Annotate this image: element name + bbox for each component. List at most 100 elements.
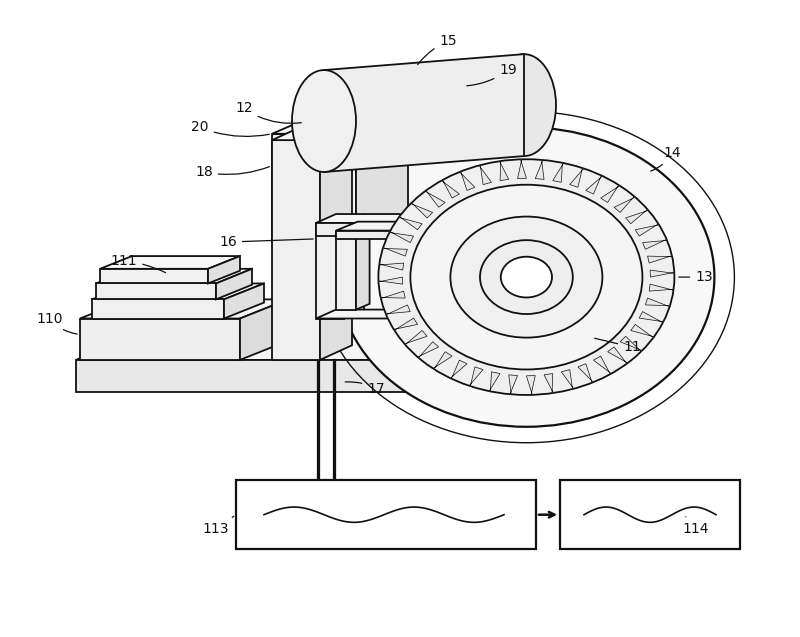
Polygon shape (316, 223, 344, 318)
Polygon shape (642, 240, 667, 249)
Polygon shape (381, 291, 406, 299)
Polygon shape (469, 367, 483, 386)
Polygon shape (383, 247, 407, 256)
Text: 113: 113 (202, 516, 234, 536)
Bar (236, 480, 536, 549)
Polygon shape (378, 277, 402, 284)
Polygon shape (386, 305, 410, 315)
Polygon shape (650, 270, 674, 277)
Polygon shape (410, 203, 433, 218)
Polygon shape (96, 283, 216, 299)
Text: 110: 110 (36, 311, 78, 334)
Polygon shape (450, 360, 467, 379)
Circle shape (480, 240, 573, 314)
Polygon shape (432, 250, 496, 258)
Text: 15: 15 (418, 34, 457, 64)
Ellipse shape (492, 54, 556, 156)
Polygon shape (224, 283, 264, 318)
Polygon shape (480, 250, 496, 274)
Text: 17: 17 (345, 382, 385, 396)
Polygon shape (208, 256, 240, 283)
Circle shape (378, 159, 674, 395)
Polygon shape (601, 185, 620, 203)
Polygon shape (92, 283, 264, 299)
Polygon shape (608, 347, 628, 364)
Polygon shape (344, 214, 364, 318)
Polygon shape (379, 263, 404, 270)
Text: 13: 13 (678, 270, 713, 284)
Circle shape (410, 185, 642, 369)
Text: 19: 19 (466, 63, 517, 86)
Polygon shape (509, 375, 518, 394)
Polygon shape (272, 140, 320, 360)
Text: 18: 18 (195, 165, 270, 179)
Polygon shape (324, 54, 524, 172)
Polygon shape (479, 165, 491, 185)
Polygon shape (570, 168, 584, 187)
Polygon shape (578, 364, 594, 383)
Bar (560, 480, 740, 549)
Polygon shape (400, 231, 424, 310)
Text: 114: 114 (682, 517, 710, 536)
Text: 111: 111 (110, 254, 166, 273)
Polygon shape (100, 256, 240, 269)
Polygon shape (76, 318, 592, 360)
Polygon shape (518, 159, 526, 178)
Polygon shape (272, 111, 408, 134)
Polygon shape (496, 318, 592, 392)
Polygon shape (80, 299, 288, 318)
Polygon shape (80, 318, 240, 360)
Text: 12: 12 (235, 101, 302, 124)
Polygon shape (316, 310, 446, 318)
Polygon shape (425, 190, 445, 207)
Polygon shape (620, 336, 642, 352)
Polygon shape (594, 356, 611, 374)
Polygon shape (553, 163, 564, 182)
Polygon shape (544, 373, 554, 393)
Polygon shape (626, 210, 648, 224)
Polygon shape (562, 369, 574, 389)
Text: 20: 20 (191, 120, 270, 136)
Polygon shape (76, 360, 496, 392)
Polygon shape (392, 223, 424, 318)
Polygon shape (418, 342, 438, 358)
Circle shape (501, 257, 552, 297)
Text: 14: 14 (650, 146, 681, 171)
Polygon shape (639, 311, 663, 323)
Circle shape (450, 217, 602, 338)
Polygon shape (526, 376, 535, 395)
Polygon shape (100, 269, 208, 283)
Polygon shape (336, 231, 424, 239)
Circle shape (338, 127, 714, 427)
Polygon shape (499, 161, 509, 181)
Polygon shape (459, 171, 475, 190)
Polygon shape (96, 269, 252, 283)
Polygon shape (272, 134, 356, 242)
Polygon shape (356, 111, 408, 242)
Polygon shape (586, 175, 602, 194)
Text: 11: 11 (594, 338, 641, 354)
Polygon shape (646, 298, 670, 307)
Polygon shape (240, 299, 288, 360)
Text: 16: 16 (219, 235, 314, 249)
Polygon shape (432, 258, 480, 274)
Polygon shape (535, 160, 544, 180)
Polygon shape (442, 180, 459, 198)
Polygon shape (316, 214, 446, 223)
Polygon shape (649, 284, 674, 291)
Polygon shape (424, 214, 446, 318)
Ellipse shape (292, 70, 356, 172)
Polygon shape (92, 299, 224, 318)
Polygon shape (356, 225, 370, 310)
Polygon shape (398, 217, 422, 230)
Polygon shape (394, 318, 418, 331)
Polygon shape (272, 125, 352, 140)
Polygon shape (216, 269, 252, 299)
Polygon shape (489, 372, 500, 391)
Polygon shape (635, 224, 659, 236)
Polygon shape (614, 196, 635, 212)
Polygon shape (647, 255, 672, 263)
Polygon shape (433, 352, 452, 369)
Polygon shape (390, 231, 414, 243)
Polygon shape (320, 125, 352, 360)
